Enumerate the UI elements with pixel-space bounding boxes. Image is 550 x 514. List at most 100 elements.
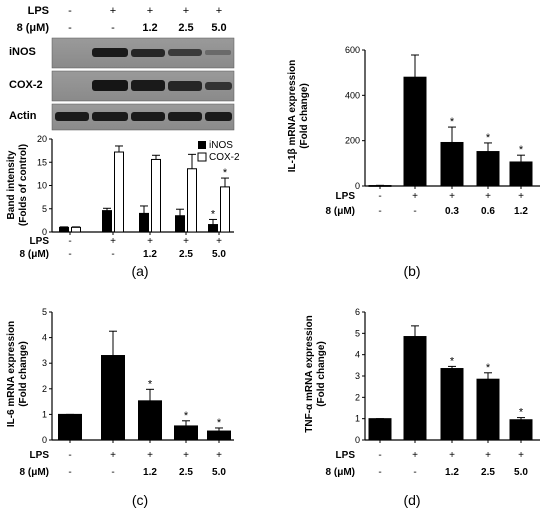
bar-b-1	[403, 76, 427, 187]
bar-a-cox-2-1	[114, 151, 124, 233]
y-axis-label-line-b-1: (Fold change)	[299, 83, 310, 149]
row-value-a-1-4: 5.0	[212, 249, 226, 260]
y-tick-label-b-0: 0	[355, 181, 360, 191]
row-value-b-0-0: -	[378, 191, 381, 202]
bar-b-2	[440, 141, 464, 187]
row-label-d-1: 8 (μM)	[326, 467, 355, 478]
y-tick-label-d-3: 3	[355, 371, 360, 381]
y-tick-label-b-2: 400	[345, 90, 360, 100]
y-tick-label-c-0: 0	[42, 435, 47, 445]
sig-star-a-1-4: *	[223, 167, 228, 179]
legend-label-cox2: COX-2	[209, 152, 240, 163]
panel-a-header-dose-label: 8 (μM)	[17, 22, 50, 34]
row-label-c-0: LPS	[30, 450, 50, 461]
sig-star-a-0-4: *	[211, 208, 216, 220]
bar-a-inos-3	[175, 215, 185, 233]
row-value-c-1-3: 2.5	[179, 467, 193, 478]
row-value-b-1-4: 1.2	[514, 206, 528, 217]
bar-d-4	[509, 419, 533, 441]
panel-a-header-dose-4: 2.5	[178, 22, 193, 34]
y-tick-label-d-4: 4	[355, 350, 360, 360]
panel-a-header-lps-4: +	[183, 5, 189, 17]
panel-a-header-dose-1: -	[68, 22, 72, 34]
y-axis-label-c: IL-6 mRNA expression(Fold change)	[6, 321, 29, 427]
row-value-c-0-1: +	[110, 450, 116, 461]
row-value-a-0-2: +	[147, 236, 153, 247]
row-value-a-0-0: -	[68, 236, 71, 247]
y-axis-label-line-c-0: IL-6 mRNA expression	[6, 321, 17, 427]
bar-d-0	[368, 418, 392, 441]
sig-star-b-3: *	[486, 132, 491, 144]
blot-label-actin: Actin	[9, 110, 37, 122]
row-value-a-1-2: 1.2	[143, 249, 157, 260]
bar-a-cox-2-3	[187, 168, 197, 233]
row-value-d-0-0: -	[378, 450, 381, 461]
bar-c-4	[207, 430, 231, 441]
panel-a-blots: iNOS COX-2 Actin	[9, 37, 235, 131]
row-value-d-0-3: +	[485, 450, 491, 461]
row-value-b-1-2: 0.3	[445, 206, 459, 217]
y-tick-label-d-0: 0	[355, 435, 360, 445]
row-value-b-1-0: -	[378, 206, 381, 217]
row-value-d-0-4: +	[518, 450, 524, 461]
sig-star-c-4: *	[217, 417, 222, 429]
sig-star-d-3: *	[486, 362, 491, 374]
panel-a-header-dose-5: 5.0	[211, 22, 226, 34]
panel-label-a: (a)	[131, 263, 148, 279]
row-value-b-1-1: -	[413, 206, 416, 217]
y-tick-label-c-1: 1	[42, 409, 47, 419]
row-value-c-0-2: +	[147, 450, 153, 461]
panel-a-header: LPS - + + + + 8 (μM) - - 1.2 2.5 5.0	[17, 5, 227, 34]
legend-swatch-cox2	[197, 152, 207, 162]
sig-star-d-4: *	[519, 407, 524, 419]
panel-a-header-dose-2: -	[111, 22, 115, 34]
row-value-b-0-1: +	[412, 191, 418, 202]
row-value-b-0-4: +	[518, 191, 524, 202]
row-value-a-1-0: -	[68, 249, 71, 260]
row-value-c-1-4: 5.0	[212, 467, 226, 478]
y-axis-label-line-d-1: (Fold change)	[316, 341, 327, 407]
row-value-d-1-3: 2.5	[481, 467, 495, 478]
bar-d-2	[440, 368, 464, 441]
bar-b-3	[476, 151, 500, 187]
blot-band-inos-4	[168, 49, 202, 56]
y-tick-label-a-3: 15	[37, 157, 47, 167]
row-value-b-1-3: 0.6	[481, 206, 495, 217]
y-tick-label-d-6: 6	[355, 307, 360, 317]
row-label-d-0: LPS	[336, 450, 356, 461]
legend-swatch-inos	[198, 141, 206, 149]
row-value-c-1-0: -	[68, 467, 71, 478]
sig-star-d-2: *	[450, 355, 455, 367]
row-value-a-0-4: +	[216, 236, 222, 247]
y-tick-label-d-1: 1	[355, 414, 360, 424]
bar-d-3	[476, 378, 500, 441]
legend-label-inos: iNOS	[209, 140, 233, 151]
row-value-d-0-2: +	[449, 450, 455, 461]
y-tick-label-a-1: 5	[42, 204, 47, 214]
row-value-b-0-2: +	[449, 191, 455, 202]
blot-band-inos-2	[92, 48, 128, 57]
panel-a-header-lps-label: LPS	[28, 5, 49, 17]
bar-a-inos-4	[208, 224, 218, 233]
blot-band-actin-5	[205, 112, 232, 121]
y-axis-label-line-c-1: (Fold change)	[18, 341, 29, 407]
bar-a-inos-1	[102, 210, 112, 233]
y-tick-label-c-5: 5	[42, 307, 47, 317]
panel-a-header-dose-3: 1.2	[142, 22, 157, 34]
bar-a-cox-2-4	[220, 186, 230, 233]
chart-a: 0 5 10 15 20 Band intensity(Folds of control)…	[6, 134, 234, 260]
blot-band-inos-5	[205, 50, 231, 55]
y-axis-label-line-a-1: (Folds of control)	[18, 144, 29, 226]
blot-band-cox2-5	[205, 82, 232, 90]
y-axis-label-d: TNF-α mRNA expression(Fold change)	[304, 315, 327, 432]
y-tick-label-b-3: 600	[345, 45, 360, 55]
panel-a-header-lps-3: +	[147, 5, 153, 17]
y-axis-label-b: IL-1β mRNA expression(Fold change)	[287, 60, 310, 172]
row-value-d-1-0: -	[378, 467, 381, 478]
blot-band-cox2-2	[92, 80, 128, 91]
blot-band-actin-4	[168, 112, 202, 121]
row-value-d-1-1: -	[413, 467, 416, 478]
y-axis-label-line-b-0: IL-1β mRNA expression	[287, 60, 298, 172]
chart-d: 0 1 2 3 4 5 6 TNF-α mRNA expression(Fold change…	[304, 307, 540, 478]
